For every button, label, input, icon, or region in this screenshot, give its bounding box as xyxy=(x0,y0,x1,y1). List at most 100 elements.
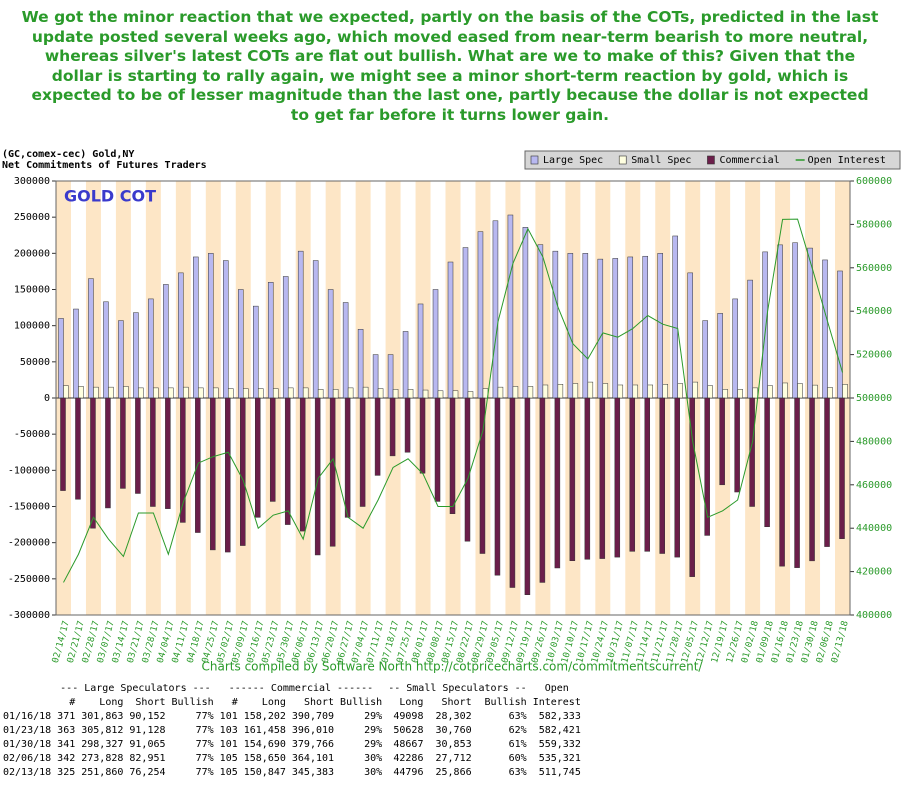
table-cell: 25,866 xyxy=(435,767,472,778)
bar xyxy=(148,298,154,399)
bar xyxy=(492,220,499,399)
y2-tick-label: 460000 xyxy=(856,480,892,491)
y2-tick-label: 600000 xyxy=(856,176,892,187)
bar xyxy=(524,397,531,595)
bar xyxy=(317,389,324,399)
bar xyxy=(267,282,274,399)
bar xyxy=(477,231,484,399)
week xyxy=(238,289,249,546)
table-cell xyxy=(0,696,54,710)
bar xyxy=(357,329,364,399)
y-tick-label: 300000 xyxy=(14,176,50,187)
week xyxy=(327,289,339,547)
table-cell: 91,065 xyxy=(129,739,166,750)
week xyxy=(762,251,773,528)
bar xyxy=(792,242,798,399)
table-cell: Short xyxy=(303,697,335,708)
table-cell: 535,321 xyxy=(538,753,581,764)
bar xyxy=(644,397,651,552)
week xyxy=(537,244,549,583)
bar xyxy=(103,301,109,399)
intro-text: We got the minor reaction that we expect… xyxy=(21,8,879,124)
week xyxy=(672,235,683,558)
week xyxy=(267,282,279,502)
bar xyxy=(642,255,649,399)
bar xyxy=(407,389,414,399)
table-cell: 77% xyxy=(195,767,214,778)
bar xyxy=(347,387,354,399)
table-cell: Short xyxy=(135,697,166,708)
credit: Charts compiled by Software North http:/… xyxy=(202,660,704,674)
bar xyxy=(627,256,634,399)
bar xyxy=(554,397,561,569)
week xyxy=(297,250,309,532)
bar xyxy=(243,388,249,399)
bar xyxy=(527,386,534,399)
bar xyxy=(108,386,114,399)
week xyxy=(118,320,129,489)
bar xyxy=(105,397,111,509)
bar xyxy=(587,381,594,399)
bar xyxy=(839,397,845,539)
bar xyxy=(93,386,99,399)
bar xyxy=(632,384,639,399)
table-cell: 63% xyxy=(508,767,527,778)
header: (GC,comex-cec) Gold,NY xyxy=(2,149,134,160)
table-cell: 77% xyxy=(195,753,214,764)
y2-tick-label: 580000 xyxy=(856,219,892,230)
bar xyxy=(240,397,246,546)
table-cell: Interest xyxy=(532,697,581,708)
week xyxy=(837,270,848,539)
week xyxy=(103,301,114,509)
table-cell: Short xyxy=(441,697,472,708)
week xyxy=(807,247,818,562)
bar xyxy=(494,397,501,576)
week xyxy=(492,220,504,576)
bar xyxy=(617,384,624,399)
table-cell: 01/16/18 xyxy=(3,711,52,722)
bar xyxy=(432,289,439,399)
week xyxy=(73,308,84,500)
bar xyxy=(722,389,728,399)
legend-label: Small Spec xyxy=(631,155,691,166)
bar xyxy=(193,256,199,399)
bar xyxy=(78,386,84,399)
bar xyxy=(213,387,219,399)
y2-tick-label: 420000 xyxy=(856,567,892,578)
bar xyxy=(614,397,621,558)
bar xyxy=(178,272,184,399)
table-cell: ------ Commercial ------ xyxy=(228,683,374,694)
bar xyxy=(118,320,124,399)
week xyxy=(567,253,579,561)
bar xyxy=(163,284,169,399)
bar xyxy=(332,389,339,399)
table-cell: 30,760 xyxy=(435,725,472,736)
bar xyxy=(372,354,379,399)
y2-tick-label: 440000 xyxy=(856,523,892,534)
table-cell: Long xyxy=(261,697,286,708)
bar xyxy=(767,385,773,399)
bar xyxy=(552,250,559,399)
bar xyxy=(254,397,261,518)
table-cell: 90,152 xyxy=(129,711,166,722)
week xyxy=(148,298,159,507)
table-cell: 158,202 xyxy=(243,711,286,722)
y2-tick-label: 540000 xyxy=(856,306,892,317)
table-cell: 511,745 xyxy=(538,767,581,778)
week xyxy=(387,354,399,457)
week xyxy=(178,272,189,523)
table-cell: -- Small Speculators -- xyxy=(388,683,527,694)
table-row: 01/23/18 363 305,812 91,128 77% 103 161,458 396… xyxy=(0,724,584,738)
table-cell: 42286 xyxy=(393,753,424,764)
bar xyxy=(374,397,381,476)
week xyxy=(702,320,713,536)
table-cell: 77% xyxy=(195,739,214,750)
bar xyxy=(359,397,366,507)
plot-frame xyxy=(55,180,851,616)
bar xyxy=(797,383,803,399)
bar xyxy=(135,397,141,494)
y-tick-label: 150000 xyxy=(14,285,50,296)
bar xyxy=(198,387,204,399)
bar xyxy=(812,384,818,399)
table-cell: 345,383 xyxy=(291,767,335,778)
